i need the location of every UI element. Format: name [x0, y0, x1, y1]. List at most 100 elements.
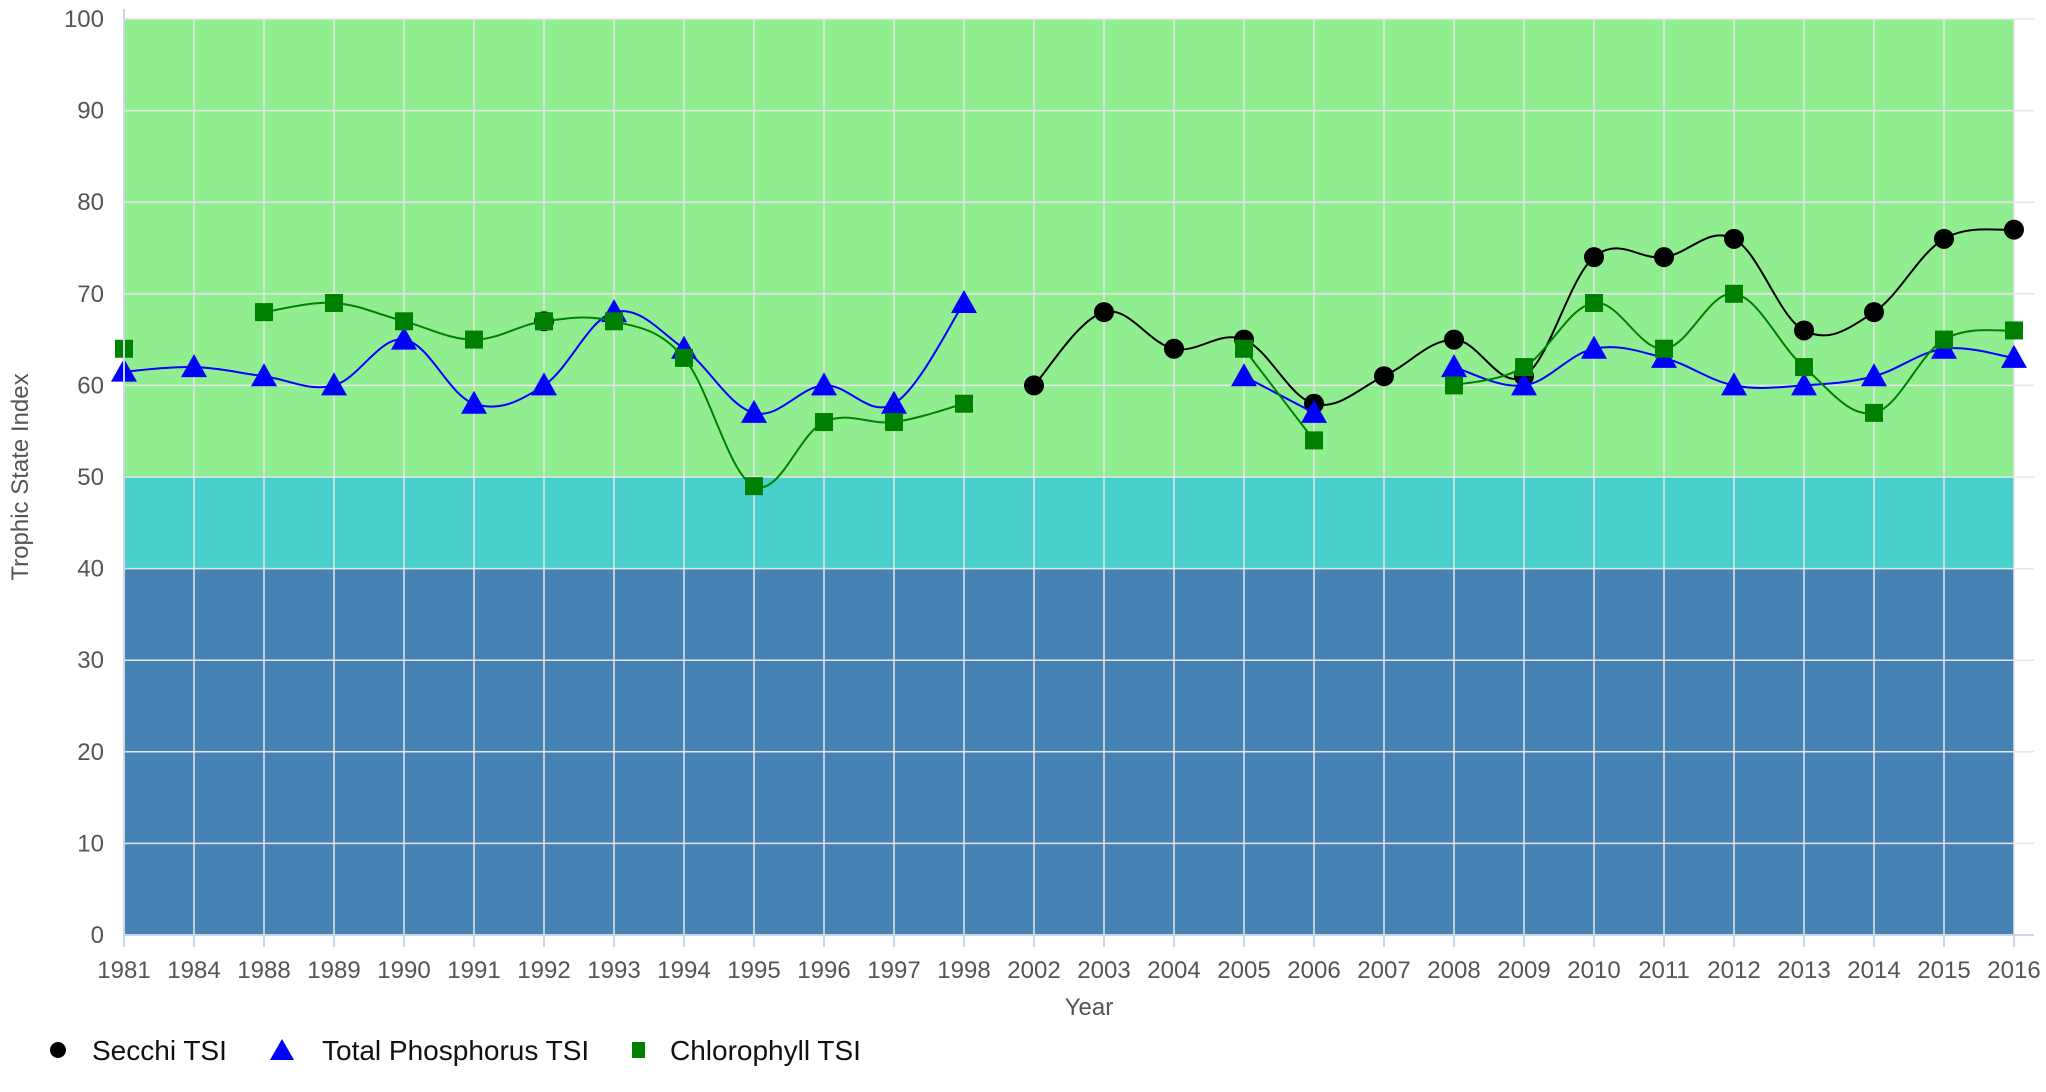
point-chlorophyll-tsi-1989[interactable] [325, 293, 343, 312]
point-chlorophyll-tsi-2012[interactable] [1725, 284, 1743, 303]
y-tick-label-50: 50 [77, 464, 104, 491]
point-chlorophyll-tsi-2010[interactable] [1585, 293, 1603, 312]
point-secchi-tsi-2014[interactable] [1864, 302, 1884, 323]
point-chlorophyll-tsi-2009[interactable] [1515, 358, 1533, 377]
point-chlorophyll-tsi-1997[interactable] [885, 413, 903, 432]
legend-label-phosphorus: Total Phosphorus TSI [322, 1035, 589, 1066]
x-tick-label-2014: 2014 [1847, 957, 1900, 984]
point-chlorophyll-tsi-1995[interactable] [745, 477, 763, 496]
y-tick-label-80: 80 [77, 189, 104, 216]
x-tick-label-2010: 2010 [1567, 957, 1620, 984]
y-tick-label-40: 40 [77, 556, 104, 583]
point-chlorophyll-tsi-1990[interactable] [395, 312, 413, 331]
legend-marker-chlorophyll [632, 1042, 645, 1058]
x-tick-label-1981: 1981 [97, 957, 150, 984]
point-secchi-tsi-2016[interactable] [2004, 219, 2024, 240]
x-tick-label-1995: 1995 [727, 957, 780, 984]
point-total-phosphorus-tsi-2014[interactable] [1861, 363, 1887, 387]
point-chlorophyll-tsi-1988[interactable] [255, 303, 273, 322]
legend-marker-phosphorus [270, 1039, 294, 1060]
legend-label-secchi: Secchi TSI [92, 1035, 227, 1066]
point-chlorophyll-tsi-2008[interactable] [1445, 376, 1463, 395]
y-tick-label-70: 70 [77, 281, 104, 308]
y-tick-label-0: 0 [91, 922, 104, 949]
point-total-phosphorus-tsi-2016[interactable] [2001, 344, 2027, 368]
point-secchi-tsi-2007[interactable] [1374, 366, 1394, 387]
point-chlorophyll-tsi-1994[interactable] [675, 348, 693, 367]
x-tick-label-2005: 2005 [1217, 957, 1270, 984]
x-tick-label-1991: 1991 [447, 957, 500, 984]
x-tick-label-1984: 1984 [167, 957, 220, 984]
point-total-phosphorus-tsi-1984[interactable] [181, 354, 207, 378]
point-secchi-tsi-2002[interactable] [1024, 375, 1044, 396]
point-total-phosphorus-tsi-1991[interactable] [461, 390, 487, 414]
legend: Secchi TSI Total Phosphorus TSI Chloroph… [50, 1035, 861, 1066]
x-tick-label-2009: 2009 [1497, 957, 1550, 984]
legend-label-chlorophyll: Chlorophyll TSI [670, 1035, 861, 1066]
x-tick-label-2011: 2011 [1638, 957, 1690, 984]
y-tick-label-90: 90 [77, 98, 104, 125]
point-total-phosphorus-tsi-1988[interactable] [251, 363, 277, 387]
point-chlorophyll-tsi-1993[interactable] [605, 312, 623, 331]
point-total-phosphorus-tsi-2008[interactable] [1441, 354, 1467, 378]
point-chlorophyll-tsi-2005[interactable] [1235, 339, 1253, 358]
x-tick-label-1997: 1997 [867, 957, 920, 984]
x-tick-label-2012: 2012 [1707, 957, 1760, 984]
point-chlorophyll-tsi-1996[interactable] [815, 413, 833, 432]
point-secchi-tsi-2013[interactable] [1794, 320, 1814, 341]
x-tick-label-2007: 2007 [1357, 957, 1410, 984]
point-secchi-tsi-2015[interactable] [1934, 228, 1954, 249]
y-tick-label-30: 30 [77, 647, 104, 674]
legend-item-phosphorus[interactable]: Total Phosphorus TSI [270, 1035, 589, 1066]
point-total-phosphorus-tsi-2006[interactable] [1301, 399, 1327, 423]
x-tick-label-1996: 1996 [797, 957, 850, 984]
x-axis-ticks: 1981 1984 1988 1989 1990 1991 1992 1993 1994 1995… [97, 935, 2041, 984]
x-tick-label-2015: 2015 [1917, 957, 1970, 984]
point-chlorophyll-tsi-2014[interactable] [1865, 403, 1883, 422]
point-chlorophyll-tsi-2015[interactable] [1935, 330, 1953, 349]
point-chlorophyll-tsi-1992[interactable] [535, 312, 553, 331]
x-axis-title: Year [1065, 994, 1114, 1021]
x-tick-label-2008: 2008 [1427, 957, 1480, 984]
point-total-phosphorus-tsi-1998[interactable] [951, 289, 977, 313]
point-total-phosphorus-tsi-2005[interactable] [1231, 363, 1257, 387]
x-tick-label-2003: 2003 [1077, 957, 1130, 984]
legend-marker-secchi [50, 1042, 66, 1058]
point-total-phosphorus-tsi-2010[interactable] [1581, 335, 1607, 359]
x-tick-label-1988: 1988 [237, 957, 290, 984]
point-chlorophyll-tsi-2016[interactable] [2005, 321, 2023, 340]
point-total-phosphorus-tsi-2009[interactable] [1511, 372, 1537, 396]
y-axis-ticks: 0 10 20 30 40 50 60 70 80 90 100 [64, 6, 104, 949]
point-total-phosphorus-tsi-1989[interactable] [321, 372, 347, 396]
point-chlorophyll-tsi-1991[interactable] [465, 330, 483, 349]
point-secchi-tsi-2008[interactable] [1444, 329, 1464, 350]
x-tick-label-1989: 1989 [307, 957, 360, 984]
series-chlorophyll-tsi [115, 284, 2023, 496]
x-tick-label-2013: 2013 [1777, 957, 1830, 984]
y-tick-label-100: 100 [64, 6, 104, 33]
point-total-phosphorus-tsi-1990[interactable] [391, 326, 417, 350]
point-secchi-tsi-2003[interactable] [1094, 302, 1114, 323]
point-chlorophyll-tsi-2013[interactable] [1795, 358, 1813, 377]
legend-item-secchi[interactable]: Secchi TSI [50, 1035, 227, 1066]
point-secchi-tsi-2004[interactable] [1164, 338, 1184, 359]
point-secchi-tsi-2012[interactable] [1724, 228, 1744, 249]
point-secchi-tsi-2010[interactable] [1584, 247, 1604, 268]
legend-item-chlorophyll[interactable]: Chlorophyll TSI [632, 1035, 861, 1066]
point-total-phosphorus-tsi-1996[interactable] [811, 372, 837, 396]
point-chlorophyll-tsi-1998[interactable] [955, 394, 973, 413]
point-total-phosphorus-tsi-2013[interactable] [1791, 372, 1817, 396]
point-secchi-tsi-2011[interactable] [1654, 247, 1674, 268]
y-tick-label-60: 60 [77, 372, 104, 399]
point-total-phosphorus-tsi-2012[interactable] [1721, 372, 1747, 396]
point-total-phosphorus-tsi-1997[interactable] [881, 390, 907, 414]
point-total-phosphorus-tsi-1992[interactable] [531, 372, 557, 396]
point-total-phosphorus-tsi-1995[interactable] [741, 399, 767, 423]
x-tick-label-2004: 2004 [1147, 957, 1200, 984]
point-chlorophyll-tsi-2006[interactable] [1305, 431, 1323, 450]
band-50-100 [124, 19, 2014, 477]
point-chlorophyll-tsi-2011[interactable] [1655, 339, 1673, 358]
x-tick-label-1990: 1990 [377, 957, 430, 984]
x-tick-label-1994: 1994 [657, 957, 710, 984]
